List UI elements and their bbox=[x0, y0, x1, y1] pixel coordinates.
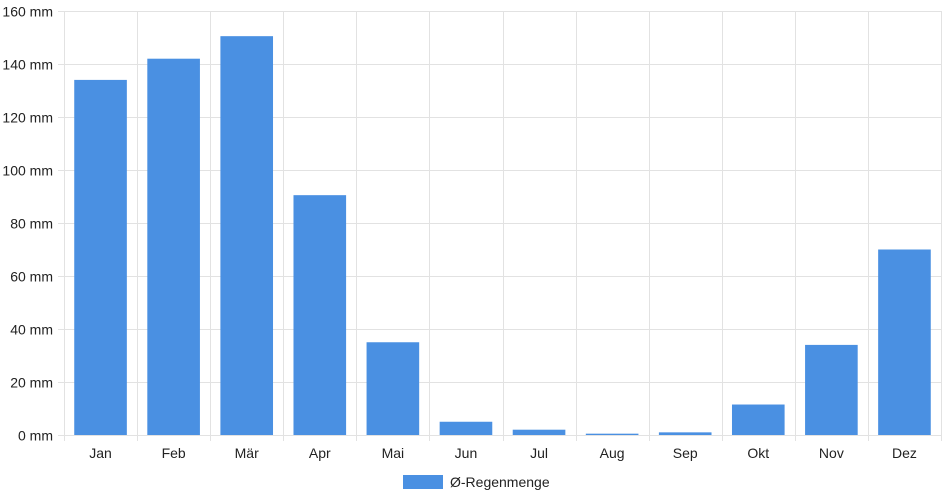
x-tick-label: Jan bbox=[89, 445, 112, 461]
y-tick-label: 0 mm bbox=[18, 428, 53, 444]
bar-mär[interactable] bbox=[220, 36, 274, 436]
bars-layer bbox=[74, 36, 931, 436]
legend-label[interactable]: Ø-Regenmenge bbox=[450, 474, 550, 490]
y-tick-label: 140 mm bbox=[2, 57, 53, 73]
bar-dez[interactable] bbox=[878, 249, 931, 436]
legend-swatch[interactable] bbox=[403, 475, 443, 489]
legend[interactable]: Ø-Regenmenge bbox=[403, 474, 550, 490]
bar-jul[interactable] bbox=[512, 429, 566, 435]
y-tick-label: 100 mm bbox=[2, 163, 53, 179]
x-tick-label: Nov bbox=[819, 445, 844, 461]
x-tick-label: Okt bbox=[747, 445, 769, 461]
bar-mai[interactable] bbox=[366, 342, 420, 435]
x-tick-label: Feb bbox=[162, 445, 186, 461]
bar-okt[interactable] bbox=[731, 404, 785, 435]
x-tick-label: Aug bbox=[600, 445, 625, 461]
y-tick-label: 20 mm bbox=[10, 375, 53, 391]
x-tick-label: Apr bbox=[309, 445, 331, 461]
x-tick-label: Jun bbox=[455, 445, 478, 461]
x-tick-label: Dez bbox=[892, 445, 917, 461]
y-tick-label: 120 mm bbox=[2, 110, 53, 126]
x-tick-label: Mai bbox=[382, 445, 405, 461]
grid-layer bbox=[58, 11, 942, 441]
bar-feb[interactable] bbox=[147, 58, 200, 435]
x-tick-label: Jul bbox=[530, 445, 548, 461]
y-tick-label: 40 mm bbox=[10, 322, 53, 338]
axis-layer: 0 mm 20 mm 40 mm 60 mm 80 mm 100 mm 120 mm 140 … bbox=[2, 4, 916, 462]
x-tick-label: Mär bbox=[235, 445, 259, 461]
bar-jan[interactable] bbox=[74, 79, 127, 436]
bar-sep[interactable] bbox=[658, 432, 712, 435]
y-tick-label: 80 mm bbox=[10, 216, 53, 232]
bar-apr[interactable] bbox=[293, 195, 347, 435]
y-tick-label: 160 mm bbox=[2, 4, 53, 20]
bar-aug[interactable] bbox=[585, 433, 639, 435]
bar-jun[interactable] bbox=[439, 421, 493, 435]
x-tick-label: Sep bbox=[673, 445, 698, 461]
y-tick-label: 60 mm bbox=[10, 269, 53, 285]
bar-nov[interactable] bbox=[805, 344, 858, 435]
